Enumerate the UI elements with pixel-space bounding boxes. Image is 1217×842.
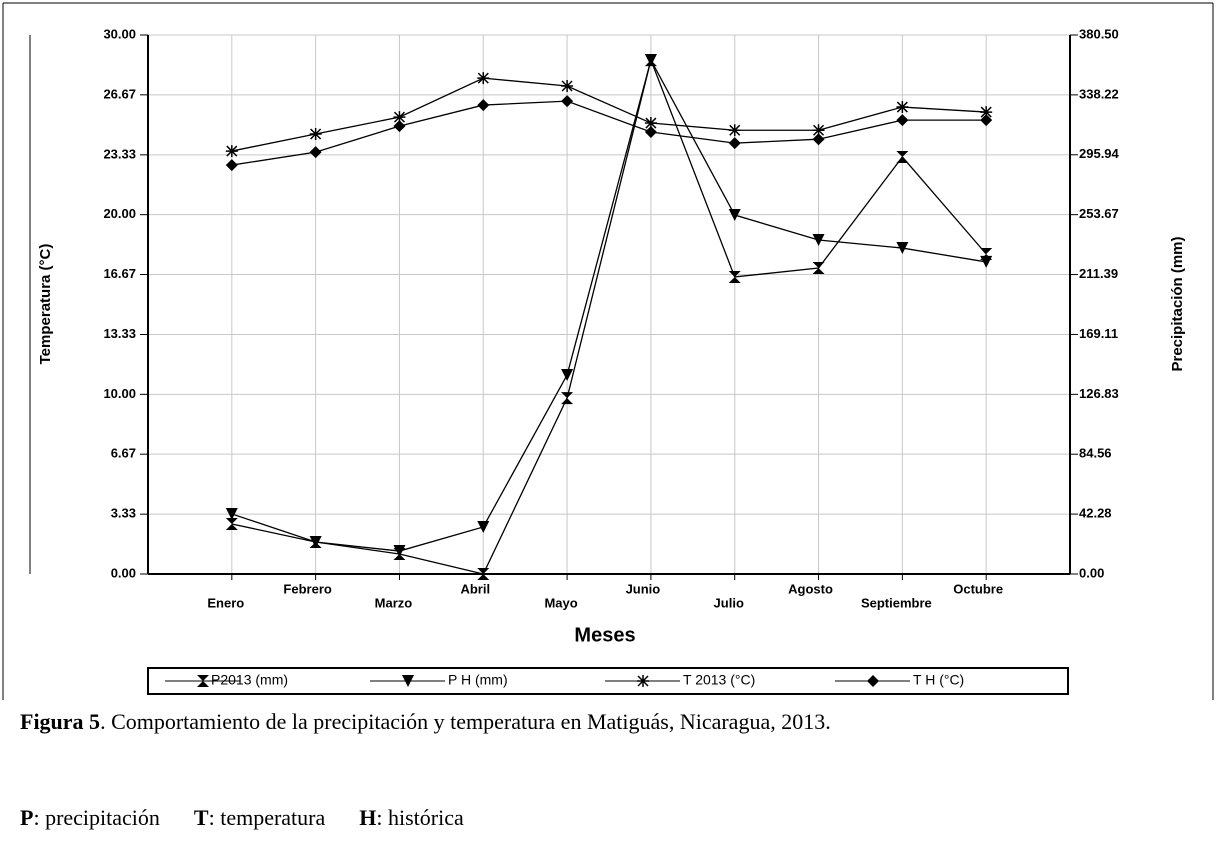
marker xyxy=(896,150,909,163)
y-tick-label: 23.33 xyxy=(103,146,136,161)
series-line xyxy=(231,77,987,152)
marker xyxy=(477,99,490,112)
x-axis-title: Meses xyxy=(574,624,635,646)
marker xyxy=(644,117,657,130)
y2-tick-label: 253.67 xyxy=(1079,206,1119,221)
note-text: : precipitación xyxy=(33,805,160,830)
marker xyxy=(393,545,406,558)
y2-tick-label: 295.94 xyxy=(1079,146,1120,161)
marker xyxy=(980,247,993,260)
marker xyxy=(980,114,993,127)
marker xyxy=(561,95,574,108)
marker xyxy=(728,137,741,150)
notes: P: precipitación T: temperatura H: históri… xyxy=(20,802,1200,834)
marker xyxy=(980,106,993,119)
marker xyxy=(309,146,322,159)
caption-label: Figura 5 xyxy=(20,709,101,734)
note-key: P xyxy=(20,805,34,830)
marker xyxy=(477,568,490,580)
marker xyxy=(728,270,741,283)
marker xyxy=(637,675,649,687)
chart: Meses Temperatura (°C) Precipitación (mm… xyxy=(2,2,1214,700)
legend-label: P2013 (mm) xyxy=(211,672,288,688)
y2-tick-label: 169.11 xyxy=(1079,326,1118,341)
y-axis-title: Temperatura (°C) xyxy=(37,244,54,365)
caption-text: . Comportamiento de la precipitación y t… xyxy=(100,709,831,734)
legend-box xyxy=(147,667,1069,695)
y-tick-label: 13.33 xyxy=(103,326,136,341)
y-tick-label: 10.00 xyxy=(103,386,136,401)
marker xyxy=(309,127,322,140)
note-key: T xyxy=(193,805,209,830)
marker xyxy=(812,233,825,246)
x-tick-label: Abril xyxy=(460,581,490,596)
y2-tick-label: 84.56 xyxy=(1079,446,1112,461)
marker xyxy=(225,159,238,172)
marker xyxy=(561,368,574,381)
marker xyxy=(867,675,879,687)
y-tick-label: 20.00 xyxy=(103,206,136,221)
series-line xyxy=(231,57,987,575)
marker xyxy=(980,255,993,268)
marker xyxy=(812,133,825,146)
marker xyxy=(477,72,490,85)
marker xyxy=(225,517,238,530)
series-line xyxy=(231,58,987,552)
y2-tick-label: 380.50 xyxy=(1079,26,1119,41)
legend-label: P H (mm) xyxy=(448,672,508,688)
marker xyxy=(561,80,574,93)
marker xyxy=(402,675,414,687)
marker xyxy=(309,535,322,548)
y-tick-label: 26.67 xyxy=(103,86,136,101)
marker xyxy=(393,111,406,124)
y-tick-label: 30.00 xyxy=(103,26,136,41)
x-tick-label: Marzo xyxy=(375,595,413,610)
note-text: : histórica xyxy=(376,805,464,830)
x-tick-label: Enero xyxy=(207,595,244,610)
marker xyxy=(728,209,741,222)
x-tick-label: Junio xyxy=(626,581,661,596)
x-tick-label: Mayo xyxy=(544,595,577,610)
note: H: histórica xyxy=(359,805,464,830)
x-tick-label: Octubre xyxy=(953,581,1003,596)
y2-tick-label: 0.00 xyxy=(1079,565,1104,580)
x-tick-label: Julio xyxy=(714,595,744,610)
note: P: precipitación xyxy=(20,805,160,830)
marker xyxy=(477,520,490,533)
marker xyxy=(812,124,825,137)
note-key: H xyxy=(359,805,377,830)
marker xyxy=(644,126,657,139)
y2-tick-label: 338.22 xyxy=(1079,86,1119,101)
marker xyxy=(561,392,574,405)
y-tick-label: 3.33 xyxy=(111,506,136,521)
marker xyxy=(728,124,741,137)
x-tick-label: Agosto xyxy=(788,581,833,596)
marker xyxy=(896,242,909,255)
marker xyxy=(896,101,909,114)
x-tick-label: Septiembre xyxy=(861,595,932,610)
caption: Figura 5. Comportamiento de la precipita… xyxy=(20,706,1200,738)
legend-label: T H (°C) xyxy=(913,672,964,688)
marker xyxy=(225,507,238,520)
y-tick-label: 0.00 xyxy=(111,565,136,580)
marker xyxy=(644,54,657,67)
note: T: temperatura xyxy=(194,805,325,830)
y2-tick-label: 211.39 xyxy=(1079,266,1118,281)
legend-label: T 2013 (°C) xyxy=(683,672,755,688)
marker xyxy=(197,675,209,687)
marker xyxy=(896,114,909,127)
marker xyxy=(393,120,406,133)
series-line xyxy=(231,100,987,166)
y2-tick-label: 42.28 xyxy=(1079,506,1112,521)
y2-tick-label: 126.83 xyxy=(1079,386,1119,401)
y-tick-label: 6.67 xyxy=(111,446,136,461)
x-tick-label: Febrero xyxy=(283,581,331,596)
marker xyxy=(225,145,238,158)
y2-axis-title: Precipitación (mm) xyxy=(1169,236,1186,371)
marker xyxy=(812,262,825,275)
note-text: : temperatura xyxy=(208,805,326,830)
y-tick-label: 16.67 xyxy=(103,266,136,281)
